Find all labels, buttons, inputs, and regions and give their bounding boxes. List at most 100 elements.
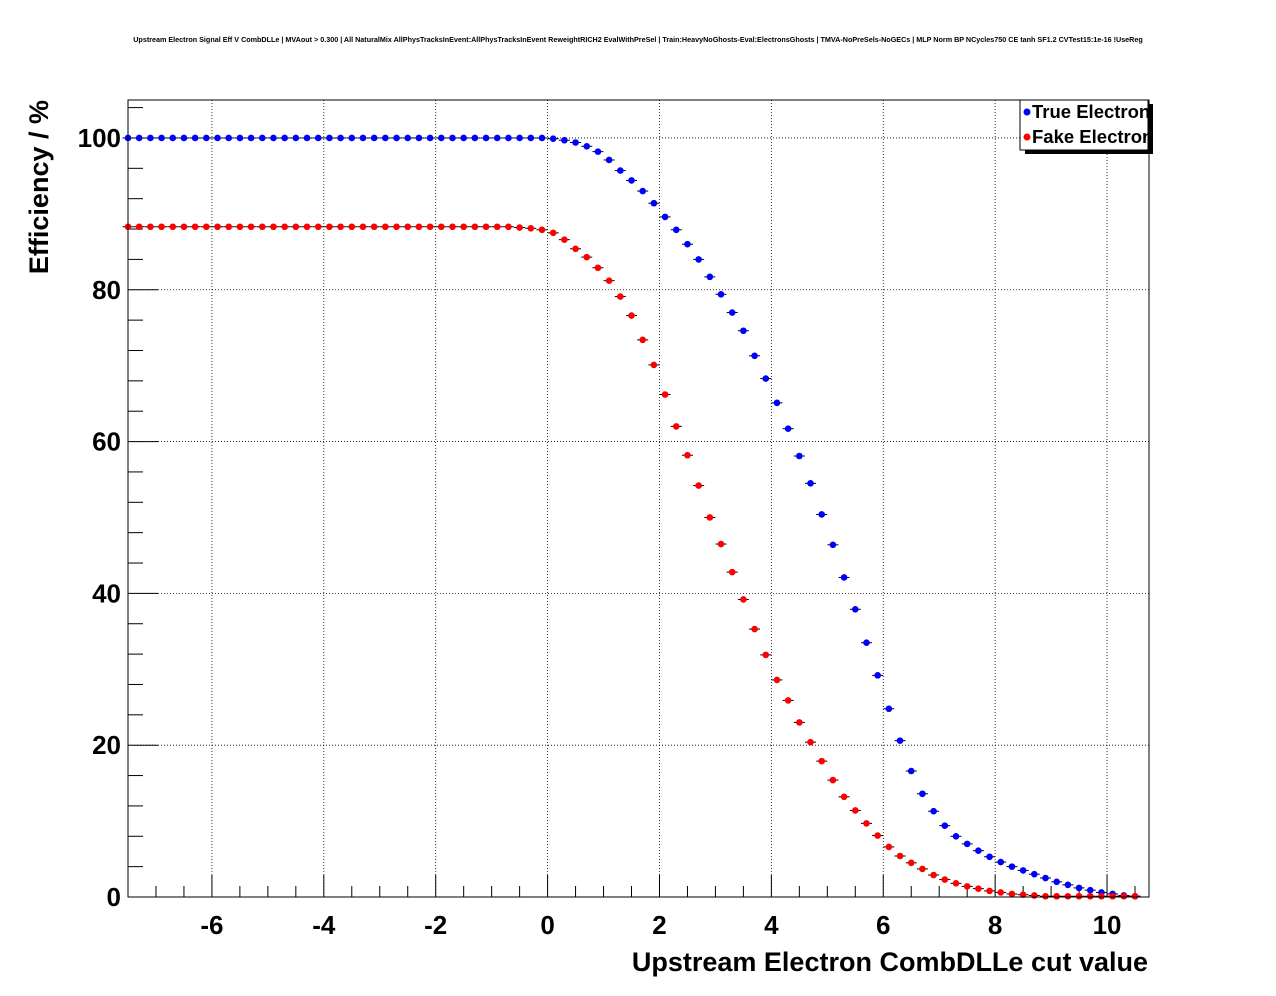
data-point bbox=[796, 452, 803, 460]
data-point bbox=[303, 134, 311, 142]
data-point bbox=[919, 865, 926, 873]
data-point bbox=[180, 134, 188, 142]
data-point bbox=[952, 832, 960, 840]
data-point bbox=[527, 134, 535, 142]
data-point bbox=[851, 807, 859, 814]
data-point bbox=[650, 361, 658, 369]
series-fake-electron bbox=[122, 223, 1141, 900]
chart-title: Upstream Electron Signal Eff V CombDLLe … bbox=[133, 35, 1143, 44]
data-point bbox=[617, 167, 624, 174]
data-point bbox=[415, 134, 423, 142]
data-point bbox=[460, 134, 467, 142]
data-point bbox=[829, 541, 837, 549]
data-point bbox=[258, 134, 266, 142]
data-point bbox=[885, 843, 893, 851]
data-point bbox=[147, 223, 154, 231]
data-point bbox=[717, 540, 725, 548]
data-point bbox=[695, 256, 702, 263]
y-tick-label: 100 bbox=[78, 123, 121, 153]
data-point bbox=[896, 852, 904, 860]
data-point bbox=[684, 451, 691, 459]
data-point bbox=[203, 223, 210, 231]
data-point bbox=[952, 880, 960, 887]
data-point bbox=[292, 223, 300, 231]
data-point bbox=[437, 134, 445, 142]
data-point bbox=[583, 143, 591, 150]
x-tick-label: 0 bbox=[540, 910, 554, 940]
data-point bbox=[885, 705, 893, 713]
data-point bbox=[728, 568, 736, 576]
data-point bbox=[896, 737, 904, 744]
data-point bbox=[337, 223, 344, 231]
axis-ticks bbox=[127, 107, 1136, 898]
x-tick-labels: -6 -4 -2 0 2 4 6 8 10 bbox=[200, 910, 1121, 940]
data-point bbox=[169, 134, 177, 142]
data-point bbox=[370, 134, 378, 142]
data-point bbox=[303, 223, 311, 231]
data-point bbox=[561, 136, 568, 144]
data-point bbox=[751, 625, 758, 633]
data-point bbox=[270, 223, 277, 231]
legend-label-true-electron: True Electron bbox=[1032, 101, 1150, 122]
data-point bbox=[672, 423, 680, 430]
data-point bbox=[482, 223, 490, 231]
y-tick-label: 0 bbox=[107, 882, 121, 912]
data-point bbox=[214, 134, 221, 142]
y-tick-label: 60 bbox=[92, 427, 121, 457]
data-point bbox=[1019, 891, 1027, 899]
data-point bbox=[874, 672, 881, 679]
data-point bbox=[684, 240, 691, 248]
data-point bbox=[930, 807, 937, 815]
data-point bbox=[225, 223, 233, 231]
data-point bbox=[370, 223, 378, 231]
x-tick-label: 4 bbox=[764, 910, 779, 940]
data-point bbox=[617, 293, 624, 300]
data-point bbox=[941, 822, 949, 829]
data-point bbox=[1086, 892, 1094, 900]
data-point bbox=[1131, 892, 1139, 900]
data-point bbox=[661, 213, 669, 221]
data-point bbox=[382, 223, 389, 231]
data-point bbox=[359, 134, 367, 142]
data-points bbox=[122, 134, 1141, 900]
x-tick-label: -2 bbox=[424, 910, 447, 940]
data-point bbox=[740, 327, 747, 335]
data-point bbox=[628, 312, 635, 319]
data-point bbox=[493, 134, 501, 142]
data-point bbox=[1031, 870, 1038, 878]
data-point bbox=[169, 223, 177, 231]
data-point bbox=[863, 820, 870, 827]
data-point bbox=[460, 223, 467, 231]
data-point bbox=[135, 223, 143, 231]
data-point bbox=[135, 134, 143, 142]
data-point bbox=[1109, 892, 1116, 900]
data-point bbox=[348, 223, 356, 231]
data-point bbox=[314, 134, 322, 142]
data-point bbox=[863, 639, 870, 647]
data-point bbox=[203, 134, 210, 142]
data-point bbox=[549, 135, 557, 143]
data-point bbox=[426, 223, 434, 231]
data-point bbox=[628, 177, 635, 184]
x-tick-label: 6 bbox=[876, 910, 890, 940]
data-point bbox=[258, 223, 266, 231]
data-point bbox=[270, 134, 277, 142]
data-point bbox=[247, 134, 255, 142]
data-point bbox=[1075, 892, 1083, 900]
data-point bbox=[840, 574, 848, 581]
data-point bbox=[874, 832, 881, 839]
x-tick-label: 8 bbox=[988, 910, 1002, 940]
data-point bbox=[236, 223, 244, 231]
data-point bbox=[214, 223, 221, 231]
data-point bbox=[505, 223, 512, 231]
data-point bbox=[516, 134, 523, 142]
x-tick-label: -4 bbox=[312, 910, 336, 940]
data-point bbox=[818, 757, 826, 765]
data-point bbox=[807, 738, 814, 746]
data-point bbox=[1042, 892, 1049, 900]
data-point bbox=[605, 156, 613, 164]
data-point bbox=[191, 223, 199, 231]
data-point bbox=[191, 134, 199, 142]
data-point bbox=[583, 253, 591, 261]
data-point bbox=[549, 229, 557, 237]
